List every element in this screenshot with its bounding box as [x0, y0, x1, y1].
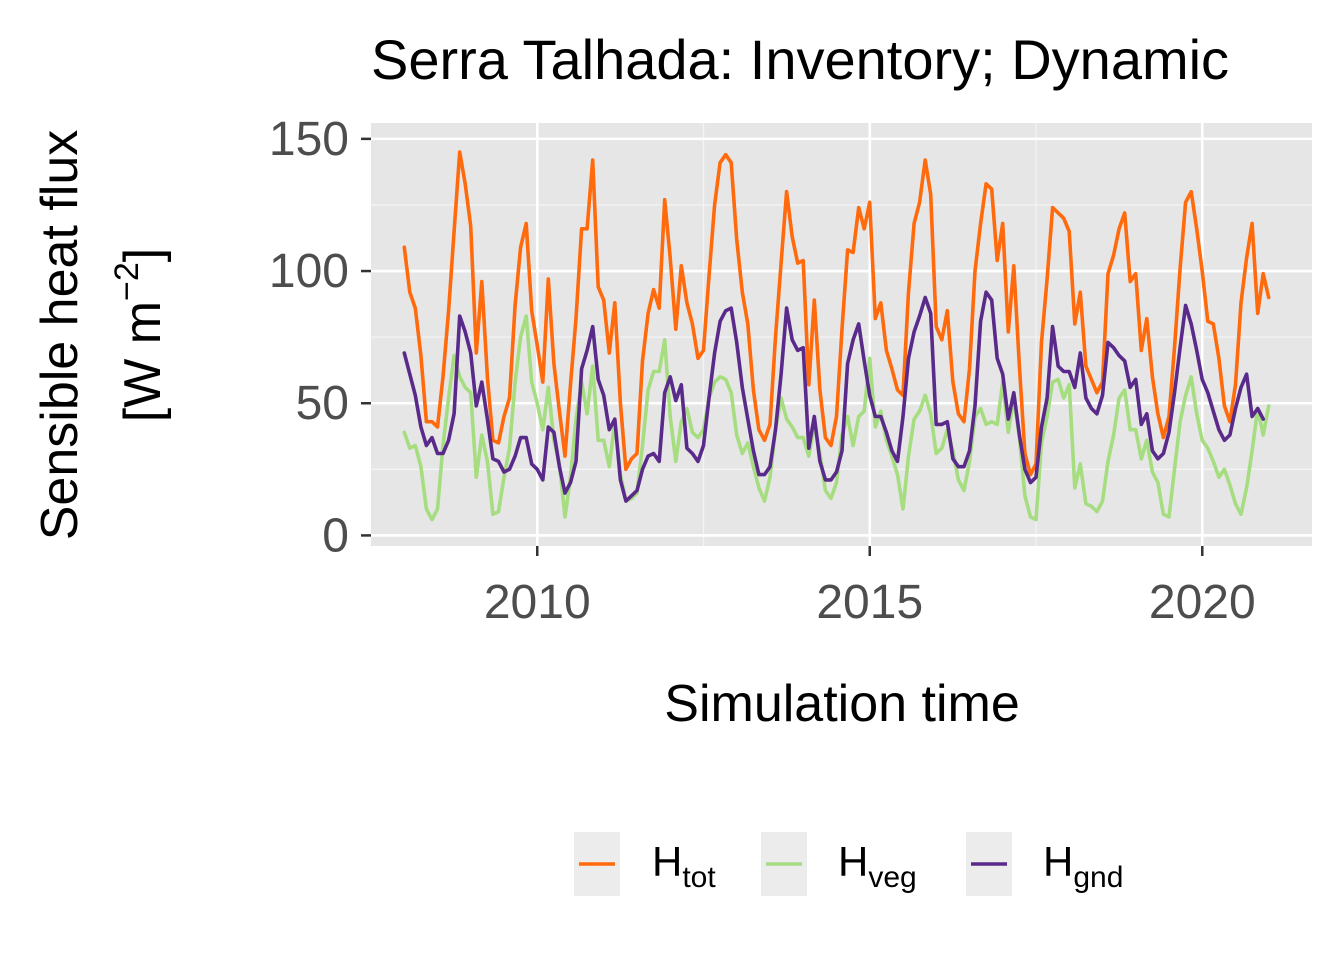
chart-title: Serra Talhada: Inventory; Dynamic	[371, 28, 1229, 91]
x-axis: 2010 2015 2020	[484, 546, 1256, 629]
y-axis-title: Sensible heat flux [W m−2]	[31, 130, 172, 541]
y-axis-title-exponent: −2	[108, 262, 146, 301]
legend: Htot Hveg Hgnd	[574, 832, 1123, 896]
legend-item-tot: Htot	[574, 832, 716, 896]
y-axis-title-unit: [W m	[114, 301, 172, 422]
legend-label: Hveg	[838, 838, 917, 894]
y-tick-label: 150	[269, 113, 349, 166]
series-line-veg	[402, 314, 1271, 522]
x-axis-title: Simulation time	[664, 675, 1019, 733]
y-tick-label: 100	[269, 245, 349, 298]
y-tick-label: 0	[322, 509, 349, 562]
y-axis-title-bracket: ]	[114, 248, 172, 262]
y-axis-title-line1: Sensible heat flux	[31, 130, 89, 541]
legend-label: Hgnd	[1043, 838, 1123, 894]
legend-item-veg: Hveg	[761, 832, 917, 896]
series-line-tot	[402, 150, 1271, 477]
series-line-gnd	[402, 290, 1265, 503]
legend-item-gnd: Hgnd	[966, 832, 1123, 896]
y-axis: 0 50 100 150	[269, 113, 371, 562]
x-tick-label: 2010	[484, 576, 591, 629]
x-tick-label: 2015	[816, 576, 923, 629]
y-axis-title-line2: [W m−2]	[108, 248, 172, 423]
series-lines	[402, 150, 1271, 522]
x-tick-label: 2020	[1149, 576, 1256, 629]
legend-label: Htot	[652, 838, 716, 894]
y-tick-label: 50	[296, 377, 349, 430]
